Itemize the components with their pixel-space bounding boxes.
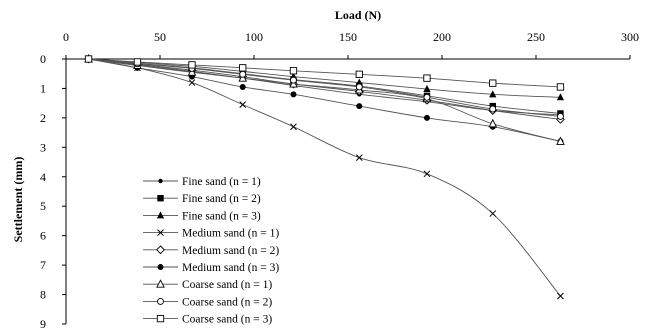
legend-label: Coarse sand (n = 3) bbox=[182, 314, 272, 326]
series-6 bbox=[85, 56, 564, 145]
y-axis-title: Settlement (mm) bbox=[11, 157, 25, 243]
x-tick-label: 250 bbox=[527, 30, 545, 44]
series-line bbox=[88, 58, 561, 142]
y-tick-label: 2 bbox=[40, 111, 46, 125]
legend-label: Coarse sand (n = 2) bbox=[182, 296, 272, 308]
legend-label: Medium sand (n = 2) bbox=[182, 245, 279, 257]
data-point bbox=[188, 79, 196, 86]
y-tick-label: 3 bbox=[40, 140, 46, 154]
series-3 bbox=[84, 55, 565, 101]
data-point bbox=[423, 170, 431, 178]
y-tick-label: 0 bbox=[40, 52, 46, 66]
x-tick-label: 300 bbox=[621, 30, 639, 44]
data-point bbox=[356, 103, 363, 110]
y-tick-label: 8 bbox=[40, 288, 46, 302]
series-line bbox=[88, 58, 561, 117]
legend: Fine sand (n = 1) Fine sand (n = 2) Fine s… bbox=[143, 176, 279, 326]
data-point bbox=[488, 118, 498, 128]
data-point bbox=[84, 55, 93, 63]
legend-entry: Medium sand (n = 1) bbox=[143, 228, 279, 240]
legend-label: Medium sand (n = 1) bbox=[182, 228, 279, 240]
legend-marker bbox=[156, 279, 165, 288]
legend-label: Fine sand (n = 2) bbox=[182, 193, 261, 205]
data-point bbox=[239, 83, 246, 90]
legend-marker bbox=[156, 314, 165, 323]
legend-entry: Fine sand (n = 1) bbox=[143, 176, 261, 188]
data-point bbox=[355, 83, 363, 91]
data-point bbox=[556, 83, 565, 91]
legend-marker bbox=[157, 297, 164, 305]
legend-marker bbox=[157, 229, 164, 236]
data-point bbox=[557, 292, 564, 300]
x-tick-label: 100 bbox=[245, 30, 263, 44]
data-point bbox=[188, 61, 196, 69]
axes: 0 50 100 150 200 250 300 0 1 2 3 4 5 6 7 8 9 bbox=[40, 30, 639, 329]
data-point bbox=[355, 78, 363, 86]
data-point bbox=[489, 210, 497, 217]
x-tick-label: 150 bbox=[339, 30, 357, 44]
y-tick-label: 4 bbox=[40, 170, 46, 184]
legend-entry: Coarse sand (n = 2) bbox=[143, 296, 272, 308]
legend-entry: Fine sand (n = 2) bbox=[143, 193, 261, 205]
data-point bbox=[133, 58, 142, 66]
y-tick-label: 1 bbox=[40, 81, 46, 95]
data-point bbox=[290, 123, 297, 131]
legend-entry: Coarse sand (n = 3) bbox=[143, 314, 272, 326]
legend-label: Coarse sand (n = 1) bbox=[182, 279, 272, 291]
x-tick-label: 0 bbox=[63, 30, 69, 44]
x-tick-label: 200 bbox=[433, 30, 451, 44]
data-point bbox=[239, 64, 247, 72]
x-axis-title: Load (N) bbox=[335, 8, 381, 22]
series-line bbox=[88, 58, 561, 142]
legend-marker bbox=[156, 211, 165, 219]
legend-label: Fine sand (n = 1) bbox=[182, 176, 261, 188]
data-point bbox=[489, 105, 497, 113]
data-point bbox=[239, 101, 247, 108]
y-tick-label: 6 bbox=[40, 229, 46, 243]
y-tick-label: 5 bbox=[40, 199, 46, 213]
data-point bbox=[423, 85, 431, 93]
legend-label: Fine sand (n = 3) bbox=[182, 210, 261, 222]
legend-marker bbox=[158, 178, 163, 184]
series-line bbox=[88, 58, 561, 116]
legend-entry: Coarse sand (n = 1) bbox=[143, 279, 272, 291]
legend-entry: Medium sand (n = 2) bbox=[143, 245, 279, 257]
data-point bbox=[556, 136, 565, 145]
data-point bbox=[290, 76, 297, 84]
data-point bbox=[239, 70, 247, 78]
y-tick-label: 9 bbox=[40, 317, 46, 329]
legend-marker bbox=[157, 195, 164, 202]
series-9 bbox=[84, 55, 565, 91]
y-tick-label: 7 bbox=[40, 258, 46, 272]
data-point bbox=[556, 112, 564, 120]
data-point bbox=[355, 70, 363, 78]
data-point bbox=[289, 67, 298, 75]
data-point bbox=[355, 154, 363, 161]
data-point bbox=[423, 74, 431, 82]
legend-label: Medium sand (n = 3) bbox=[182, 262, 279, 274]
legend-marker bbox=[156, 245, 165, 255]
data-point bbox=[290, 91, 297, 98]
legend-entry: Medium sand (n = 3) bbox=[143, 262, 279, 274]
data-point bbox=[423, 93, 431, 101]
data-point bbox=[423, 114, 430, 121]
data-point bbox=[489, 79, 497, 87]
data-point bbox=[556, 93, 565, 101]
legend-entry: Fine sand (n = 3) bbox=[143, 210, 261, 222]
series-layer bbox=[84, 54, 565, 300]
legend-marker bbox=[157, 264, 164, 270]
series-line bbox=[88, 58, 561, 98]
x-tick-label: 50 bbox=[154, 30, 166, 44]
series-line bbox=[88, 58, 561, 88]
data-point bbox=[489, 90, 497, 98]
